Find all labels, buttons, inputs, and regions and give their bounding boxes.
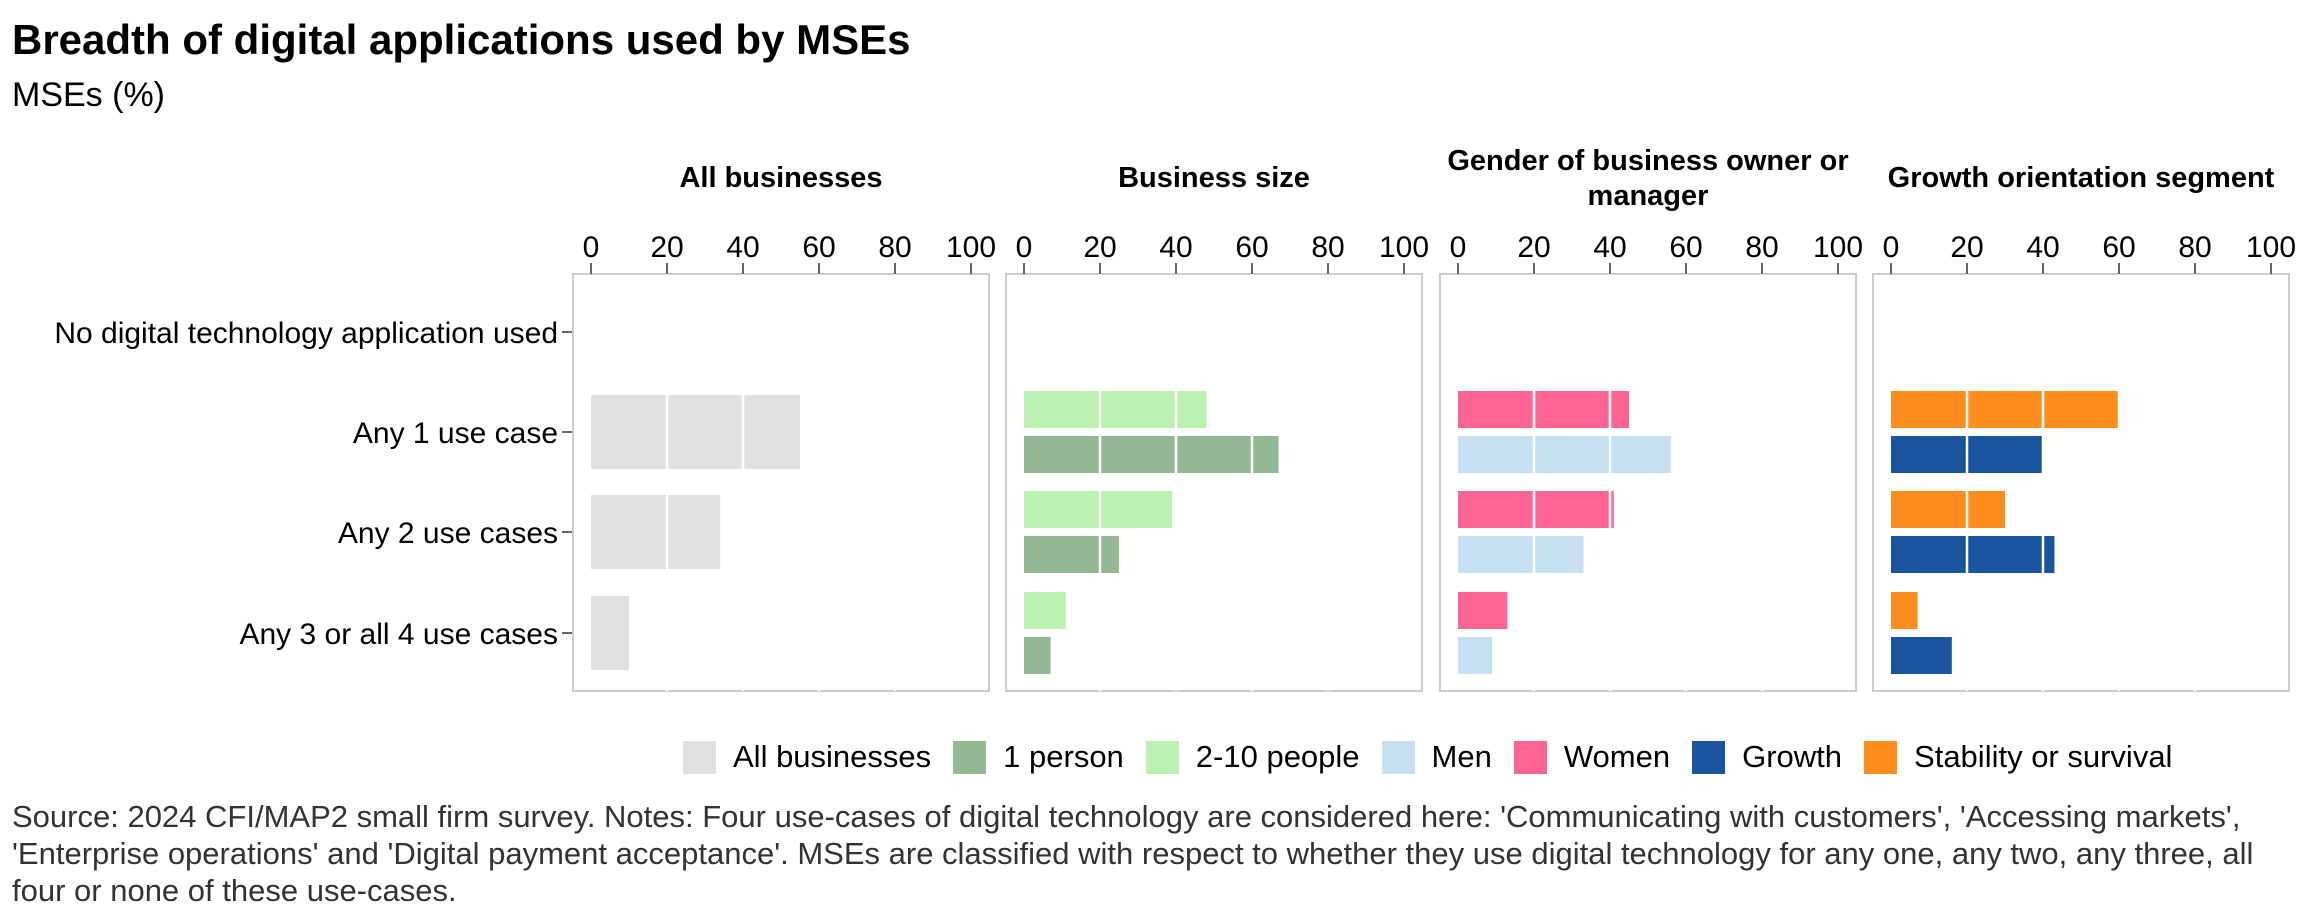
bar	[1891, 391, 2119, 428]
legend: All businesses 1 person 2-10 people Men …	[683, 738, 2194, 776]
panel-title: Growth orientation segment	[1888, 162, 2275, 194]
bar	[1458, 391, 1629, 428]
x-tick-label: 60	[802, 231, 835, 264]
bar	[1024, 491, 1173, 528]
bar	[1024, 436, 1279, 473]
category-label: Any 2 use cases	[338, 517, 558, 550]
bar	[1024, 536, 1119, 573]
source-note: Source: 2024 CFI/MAP2 small firm survey.…	[12, 799, 2254, 908]
chart-title: Breadth of digital applications used by …	[12, 16, 911, 63]
x-tick-label: 0	[1016, 231, 1033, 264]
x-tick-label: 100	[1379, 231, 1429, 264]
x-tick-label: 80	[878, 231, 911, 264]
legend-item-men: Men	[1381, 739, 1492, 775]
bar	[1891, 491, 2005, 528]
x-tick-label: 20	[650, 231, 683, 264]
bar	[1891, 637, 1952, 674]
x-tick-label: 60	[2102, 231, 2135, 264]
x-tick-label: 80	[1745, 231, 1778, 264]
bar	[1891, 592, 1918, 629]
x-tick-label: 20	[1517, 231, 1550, 264]
x-tick-label: 40	[2026, 231, 2059, 264]
panel-title: All businesses	[679, 162, 882, 194]
legend-item-stability-or-survival: Stability or survival	[1864, 739, 2172, 775]
legend-swatch	[1145, 740, 1179, 774]
x-tick-label: 20	[1083, 231, 1116, 264]
legend-item-1-person: 1 person	[953, 739, 1124, 775]
bar	[591, 395, 800, 469]
panel-frame	[1005, 273, 1423, 692]
bar	[1024, 592, 1066, 629]
chart-subtitle: MSEs (%)	[12, 76, 165, 114]
x-tick-label: 80	[2178, 231, 2211, 264]
legend-label: All businesses	[733, 739, 932, 774]
panel-1: All businesses 0 20 40 60 80 100	[572, 162, 996, 692]
legend-item-growth: Growth	[1692, 739, 1842, 775]
x-tick-label: 40	[1159, 231, 1192, 264]
legend-label: Men	[1431, 739, 1492, 774]
panel-frame	[1872, 273, 2290, 692]
category-label: Any 1 use case	[353, 417, 558, 450]
panel-3: Gender of business owner or manager 0 20 40 6…	[1439, 145, 1863, 692]
x-tick-label: 100	[2246, 231, 2296, 264]
legend-item-women: Women	[1513, 739, 1671, 775]
legend-label: Growth	[1742, 739, 1843, 774]
legend-swatch	[1692, 740, 1726, 774]
category-label: No digital technology application used	[54, 317, 558, 350]
bar	[591, 495, 721, 569]
bar	[1458, 491, 1614, 528]
legend-label: 1 person	[1003, 739, 1124, 774]
x-tick-label: 0	[583, 231, 600, 264]
bar	[1024, 637, 1051, 674]
x-tick-label: 100	[1813, 231, 1863, 264]
x-tick-label: 40	[726, 231, 759, 264]
x-tick-label: 60	[1669, 231, 1702, 264]
x-tick-label: 100	[946, 231, 996, 264]
legend-label: Stability or survival	[1914, 739, 2173, 774]
legend-swatch	[953, 740, 987, 774]
panel-2: Business size 0 20 40 60 80 100	[1005, 162, 1429, 692]
bar	[591, 596, 629, 670]
bar	[1458, 592, 1508, 629]
x-tick-label: 80	[1311, 231, 1344, 264]
bar	[1024, 391, 1207, 428]
bar	[1891, 536, 2055, 573]
legend-item-2-10-people: 2-10 people	[1145, 739, 1360, 775]
panel-frame	[572, 273, 990, 692]
legend-label: Women	[1563, 739, 1671, 774]
legend-swatch	[1381, 740, 1415, 774]
x-tick-label: 0	[1883, 231, 1900, 264]
bar	[1458, 637, 1493, 674]
x-tick-label: 60	[1235, 231, 1268, 264]
bar	[1458, 436, 1671, 473]
bar	[1458, 536, 1584, 573]
panel-title: Business size	[1118, 162, 1310, 194]
panel-4: Growth orientation segment 0 20 40 60 80 100	[1872, 162, 2296, 692]
legend-swatch	[683, 740, 716, 774]
category-label: Any 3 or all 4 use cases	[239, 618, 558, 651]
panel-title: Gender of business owner or manager	[1447, 145, 1848, 212]
panel-frame	[1439, 273, 1857, 692]
legend-item-all-businesses: All businesses	[683, 739, 931, 775]
legend-swatch	[1864, 740, 1898, 774]
legend-swatch	[1513, 740, 1547, 774]
x-tick-label: 0	[1450, 231, 1467, 264]
legend-label: 2-10 people	[1195, 739, 1360, 774]
x-tick-label: 40	[1593, 231, 1626, 264]
x-tick-label: 20	[1950, 231, 1983, 264]
